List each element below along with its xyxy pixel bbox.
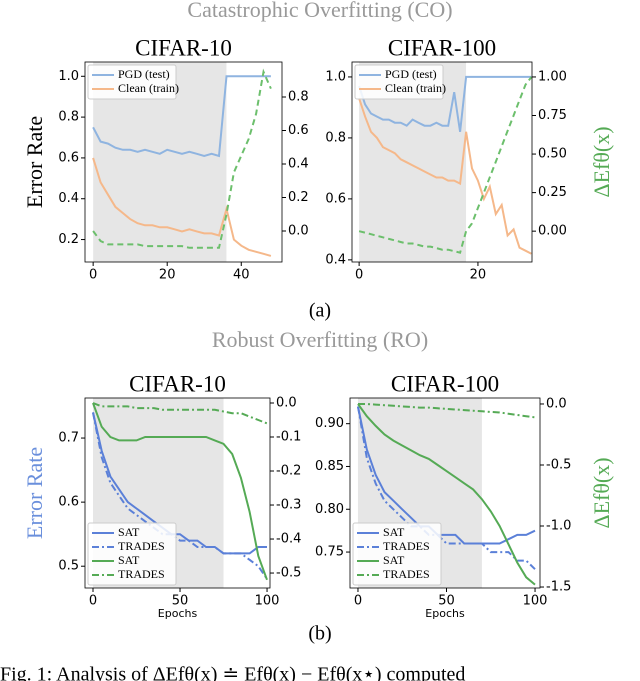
y2-tick-label: 0.8 [288, 90, 309, 105]
x-tick-label: 40 [233, 268, 250, 283]
legend-label: Clean (train) [118, 81, 179, 95]
section-heading: Catastrophic Overfitting (CO) [187, 0, 452, 22]
y2-axis-label: ΔEfθ(x) [589, 457, 614, 528]
legend-box [87, 64, 177, 100]
y2-tick-label: -0.4 [276, 532, 301, 547]
y-tick-label: 0.4 [58, 191, 79, 206]
y2-tick-label: 0.00 [538, 224, 567, 239]
series-line [357, 406, 536, 570]
y2-tick-label: 1.00 [538, 69, 567, 84]
y2-tick-label: 0.0 [546, 396, 567, 411]
plot-frame [351, 61, 533, 263]
series-line [92, 68, 272, 249]
series-line [357, 406, 536, 545]
y2-tick-label: 0.2 [288, 190, 309, 205]
x-tick-label: 0 [354, 594, 362, 609]
legend-label: SAT [118, 525, 140, 539]
chart-title: CIFAR-100 [388, 35, 496, 60]
x-tick-label: 0 [355, 268, 363, 283]
y2-tick-label: 0.6 [288, 123, 309, 138]
x-tick-label: 100 [523, 594, 548, 609]
series-line [357, 403, 536, 586]
series-line [92, 75, 271, 158]
plot-frame [84, 397, 271, 589]
chart-title: CIFAR-100 [391, 371, 499, 396]
legend-label: SAT [118, 553, 140, 567]
legend-label: TRADES [118, 539, 165, 553]
series-line [92, 402, 268, 425]
legend-label: SAT [383, 525, 405, 539]
y-tick-label: 0.80 [315, 502, 344, 517]
x-tick-label: 0 [89, 594, 97, 609]
y-tick-label: 0.75 [315, 545, 344, 560]
y-tick-label: 0.7 [58, 431, 79, 446]
x-axis-label: Epochs [158, 607, 198, 620]
y-tick-label: 0.2 [58, 232, 79, 247]
y-tick-label: 1.0 [58, 69, 79, 84]
legend-label: PGD (test) [118, 67, 170, 81]
x-axis-label: Epochs [425, 607, 465, 620]
y-tick-label: 1.0 [325, 69, 346, 84]
y2-tick-label: -0.5 [276, 566, 301, 581]
y2-tick-label: -1.5 [546, 580, 571, 595]
y-axis-label: Error Rate [22, 116, 47, 208]
y-tick-label: 0.6 [325, 191, 346, 206]
legend-label: TRADES [118, 567, 165, 581]
y-tick-label: 0.8 [58, 110, 79, 125]
x-tick-label: 0 [89, 268, 97, 283]
legend-label: PGD (test) [385, 67, 437, 81]
y2-tick-label: -0.2 [276, 464, 301, 479]
legend-label: SAT [383, 553, 405, 567]
plot-frame [84, 61, 283, 263]
section-heading: Robust Overfitting (RO) [212, 327, 428, 352]
x-tick-label: 50 [438, 594, 455, 609]
x-tick-label: 20 [470, 268, 487, 283]
legend-box [352, 522, 442, 586]
legend-label: TRADES [383, 567, 430, 581]
plot-frame [349, 397, 541, 589]
subfigure-label: (b) [308, 623, 331, 645]
y-tick-label: 0.5 [58, 559, 79, 574]
legend-label: TRADES [383, 539, 430, 553]
caption: Fig. 1: Analysis of ΔEfθ(x) ≐ Efθ(x) − E… [0, 664, 465, 681]
legend-box [354, 64, 444, 100]
series-line [358, 76, 532, 254]
legend-label: Clean (train) [385, 81, 446, 95]
y2-axis-label: ΔEfθ(x) [589, 126, 614, 197]
y2-tick-label: -1.0 [546, 519, 571, 534]
y2-tick-label: 0.0 [276, 395, 297, 410]
y-axis-label: Error Rate [22, 447, 47, 539]
chart-title: CIFAR-10 [135, 35, 232, 60]
y-tick-label: 0.8 [325, 130, 346, 145]
y2-tick-label: 0.75 [538, 108, 567, 123]
y-tick-label: 0.4 [325, 252, 346, 267]
y-tick-label: 0.6 [58, 495, 79, 510]
x-tick-label: 100 [255, 594, 280, 609]
y2-tick-label: 0.50 [538, 147, 567, 162]
chart-title: CIFAR-10 [129, 371, 226, 396]
y-tick-label: 0.6 [58, 150, 79, 165]
x-tick-label: 50 [172, 594, 189, 609]
series-line [92, 402, 268, 581]
y-tick-label: 0.90 [315, 416, 344, 431]
subfigure-label: (a) [309, 300, 331, 322]
y2-tick-label: 0.0 [288, 224, 309, 239]
y2-tick-label: 0.25 [538, 185, 567, 200]
series-line [358, 97, 532, 255]
legend-box [87, 522, 177, 586]
series-line [92, 412, 268, 580]
y2-tick-label: 0.4 [288, 157, 309, 172]
y2-tick-label: -0.1 [276, 430, 301, 445]
series-line [358, 75, 532, 132]
y2-tick-label: -0.3 [276, 498, 301, 513]
y2-tick-label: -0.5 [546, 457, 571, 472]
y-tick-label: 0.85 [315, 459, 344, 474]
x-tick-label: 20 [159, 268, 176, 283]
series-line [92, 157, 272, 257]
